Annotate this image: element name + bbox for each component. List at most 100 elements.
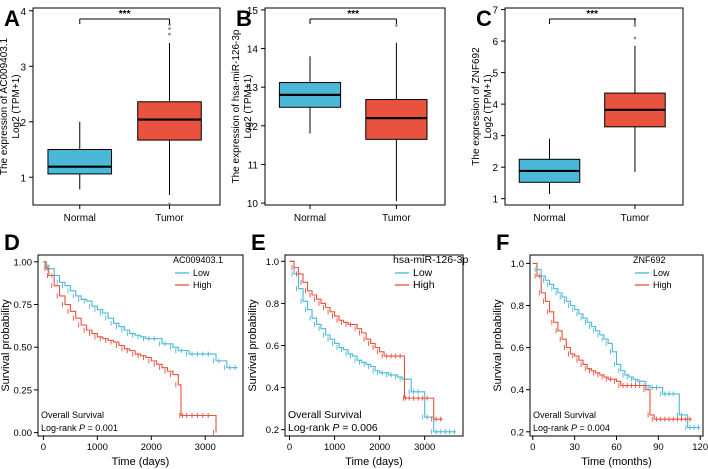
legend-label: High (193, 280, 212, 290)
x-tick-label: 0 (287, 442, 292, 453)
outlier-point (633, 36, 637, 40)
y-axis-label-line2: Log2 (TPM+1) (11, 74, 22, 138)
y-tick-label: 0.4 (511, 385, 524, 396)
legend-label: High (413, 279, 435, 291)
survival-panel-f: F 0.2 0.4 0.6 0.8 1.0 0 30 60 90 120 Time (months) S… (492, 230, 708, 468)
x-tick-label: Normal (533, 213, 565, 224)
y-tick-label: 11 (248, 160, 259, 171)
panel-label: B (236, 6, 252, 31)
y-tick-label: 4 (20, 7, 26, 18)
plot-frame (529, 254, 704, 437)
plot-frame (32, 7, 221, 206)
series-high (532, 262, 692, 422)
x-tick-label: 2000 (141, 442, 162, 453)
box-iqr (365, 99, 428, 140)
series-low (289, 260, 457, 435)
annotation-title: Overall Survival (533, 410, 596, 420)
panel-label: E (251, 230, 266, 255)
survival-curve (532, 262, 701, 429)
survival-panel-e: E 0.2 0.4 0.6 0.8 1.0 0 1000 2000 3000 Time (days)… (247, 230, 468, 468)
annotation-value: = 0.006 (339, 422, 377, 434)
x-tick-label: Normal (294, 213, 326, 224)
outlier-point (168, 202, 171, 206)
y-tick-label: 1.0 (511, 259, 524, 270)
y-axis-label: Survival probability (492, 299, 504, 392)
x-tick-label: 0 (41, 442, 46, 453)
x-tick-label: Tumor (621, 213, 650, 224)
panel-label: D (4, 230, 20, 255)
y-axis-label-line1: The expression of hsa-miR-126-3p (231, 29, 242, 183)
x-axis-label: Time (days) (112, 456, 170, 468)
x-tick-label: 90 (653, 442, 664, 453)
annotation-prefix: Log-rank (533, 423, 571, 433)
x-tick-label: 60 (611, 442, 622, 453)
y-tick-label: 5 (492, 69, 498, 80)
x-tick-label: Normal (64, 213, 96, 224)
y-tick-label: 13 (247, 83, 259, 94)
annotation-prefix: Log-rank (288, 422, 332, 434)
annotation-logrank: Log-rank P = 0.004 (533, 423, 610, 433)
y-tick-label: 1.00 (14, 257, 33, 268)
y-axis-label-line2: Log2 (TPM+1) (243, 74, 254, 138)
annotation-value: = 0.001 (85, 423, 118, 433)
y-tick-label: 1.0 (266, 257, 279, 268)
plot-frame (504, 7, 684, 206)
y-tick-label: 0.4 (266, 383, 279, 394)
legend-label: Low (193, 268, 210, 278)
box-tumor (604, 17, 666, 172)
legend: ZNF692 Low High (633, 255, 672, 290)
panel-label: C (476, 6, 492, 31)
series-low (532, 262, 701, 431)
annotation-title: Overall Survival (288, 409, 362, 421)
legend-label: Low (413, 267, 433, 279)
y-tick-label: 0.50 (14, 343, 33, 354)
y-tick-label: 14 (247, 45, 259, 56)
x-axis-label: Time (days) (345, 456, 403, 468)
box-normal (278, 56, 342, 134)
box-tumor (137, 23, 202, 206)
x-tick-label: Tumor (382, 213, 411, 224)
legend: AC009403.1 Low High (173, 255, 223, 290)
y-tick-label: 0.8 (266, 299, 279, 310)
x-tick-label: 3000 (195, 442, 216, 453)
y-tick-label: 3 (492, 132, 498, 143)
x-tick-label: 1000 (324, 442, 345, 453)
annotation-p: P (571, 423, 577, 433)
plot-frame (264, 7, 446, 206)
annotation-logrank: Log-rank P = 0.001 (41, 423, 118, 433)
significance-label: *** (119, 9, 131, 20)
x-tick-label: 2000 (369, 442, 390, 453)
annotation-prefix: Log-rank (41, 423, 79, 433)
legend-title: AC009403.1 (173, 255, 223, 265)
significance-label: *** (586, 9, 598, 20)
y-axis-label: Survival probability (0, 299, 12, 392)
x-tick-label: 0 (530, 442, 535, 453)
y-tick-label: 2 (20, 118, 26, 129)
annotation-value: = 0.004 (577, 423, 610, 433)
plot-frame (37, 254, 244, 437)
outlier-point (168, 27, 171, 30)
y-tick-label: 0.75 (14, 300, 33, 311)
x-tick-label: Tumor (155, 213, 184, 224)
annotation-p: P (79, 423, 85, 433)
legend-title: ZNF692 (633, 255, 666, 265)
y-tick-label: 0.2 (266, 425, 279, 436)
series-high (43, 261, 217, 436)
legend-label: High (653, 280, 672, 290)
y-tick-label: 0.2 (511, 427, 524, 438)
box-tumor (365, 24, 428, 202)
boxplot-panel-b: B 10 11 12 13 14 15 The expression of hsa-miR-1… (231, 6, 446, 224)
y-tick-label: 0.6 (266, 341, 279, 352)
annotation-p: P (332, 422, 339, 434)
y-tick-label: 15 (247, 6, 259, 17)
outlier-point (168, 23, 171, 26)
y-tick-label: 12 (247, 122, 259, 133)
annotation-title: Overall Survival (41, 410, 104, 420)
box-normal (47, 121, 113, 190)
survival-curve (43, 261, 217, 433)
x-tick-label: 3000 (414, 442, 435, 453)
y-tick-label: 1 (20, 173, 26, 184)
y-tick-label: 6 (492, 37, 498, 48)
